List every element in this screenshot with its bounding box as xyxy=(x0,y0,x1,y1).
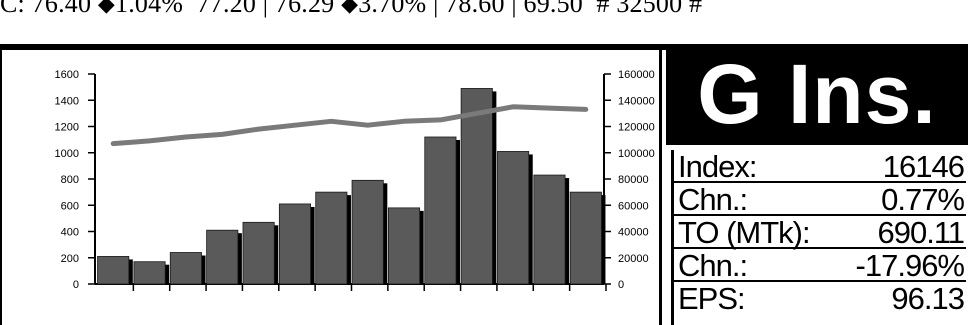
stat-row: TO (MTk): 690.11 xyxy=(674,215,966,250)
stat-rule xyxy=(674,247,966,249)
left-tick-label: 800 xyxy=(61,174,79,186)
left-tick-label: 1200 xyxy=(55,122,79,134)
bar xyxy=(206,229,239,285)
stat-label: TO (MTk): xyxy=(678,215,811,250)
stat-label: Index: xyxy=(678,149,757,184)
high-low: 77.20 | 76.29 xyxy=(196,0,335,18)
frame-top-rule xyxy=(0,44,968,50)
right-tick-label: 120000 xyxy=(618,122,655,134)
close-label: C: xyxy=(0,0,25,18)
bar xyxy=(424,136,457,285)
bar xyxy=(388,207,421,285)
bar xyxy=(315,191,348,285)
chart-panel: 0 200 400 600 800 1000 1200 1400 1600 0 20000 40000… xyxy=(0,50,662,325)
stat-value: 96.13 xyxy=(891,281,965,316)
company-title: G Ins. xyxy=(697,47,937,141)
bar xyxy=(569,191,602,285)
title-box: G Ins. xyxy=(666,47,968,145)
right-tick-label: 40000 xyxy=(618,227,649,239)
stat-row: Index: 16146 xyxy=(674,149,966,184)
stat-rule xyxy=(674,181,966,183)
series-line xyxy=(110,104,589,147)
stats-panel: Index: 16146 Chn.: 0.77% TO (MTk): 690.11 Chn.… xyxy=(674,149,966,315)
stat-row: EPS: 96.13 xyxy=(678,282,966,315)
bar xyxy=(278,203,311,285)
right-tick-label: 60000 xyxy=(618,200,649,212)
left-tick-label: 1600 xyxy=(55,69,79,81)
stat-row: Chn.: 0.77% xyxy=(674,182,966,217)
stat-label: Chn.: xyxy=(678,182,748,217)
stats-divider xyxy=(671,150,674,325)
chart: 0 200 400 600 800 1000 1200 1400 1600 0 20000 40000… xyxy=(55,69,655,291)
change-arrow-icon-2: ◆ xyxy=(341,0,359,16)
left-tick-label: 400 xyxy=(61,227,79,239)
change-percent-2: 3.70% xyxy=(358,0,427,18)
close-price: 76.40 xyxy=(31,0,92,18)
bar xyxy=(169,252,202,285)
stat-rule xyxy=(674,214,966,216)
right-tick-label: 140000 xyxy=(618,95,655,107)
bar xyxy=(351,179,384,285)
bar xyxy=(97,256,130,285)
left-tick-label: 1000 xyxy=(55,148,79,160)
bar xyxy=(242,221,275,285)
bar xyxy=(460,88,493,285)
volume: # 32500 # xyxy=(596,0,703,18)
left-tick-label: 1400 xyxy=(55,95,79,107)
left-tick-label: 0 xyxy=(73,279,79,291)
range: 78.60 | 69.50 xyxy=(445,0,584,18)
stat-row: Chn.: -17.96% xyxy=(674,248,966,283)
right-tick-label: 20000 xyxy=(618,253,649,265)
stat-value: 690.11 xyxy=(877,215,965,250)
bar xyxy=(533,174,566,285)
right-tick-label: 0 xyxy=(618,279,624,291)
bar xyxy=(497,151,530,285)
ticker-line: C: 76.40 ◆1.04% 77.20 | 76.29 ◆3.70% | 7… xyxy=(0,0,968,19)
stat-label: Chn.: xyxy=(678,248,748,283)
left-tick-label: 600 xyxy=(61,200,79,212)
stat-value: 16146 xyxy=(882,149,965,184)
right-tick-label: 80000 xyxy=(618,174,649,186)
bar xyxy=(133,261,166,285)
left-tick-label: 200 xyxy=(61,253,79,265)
stat-label: EPS: xyxy=(678,281,746,316)
right-tick-label: 160000 xyxy=(618,69,655,81)
change-arrow-icon: ◆ xyxy=(97,0,115,16)
change-percent: 1.04% xyxy=(115,0,184,18)
stat-value: -17.96% xyxy=(855,248,965,283)
stat-value: 0.77% xyxy=(881,182,965,217)
right-tick-label: 100000 xyxy=(618,148,655,160)
stat-rule xyxy=(674,280,966,282)
